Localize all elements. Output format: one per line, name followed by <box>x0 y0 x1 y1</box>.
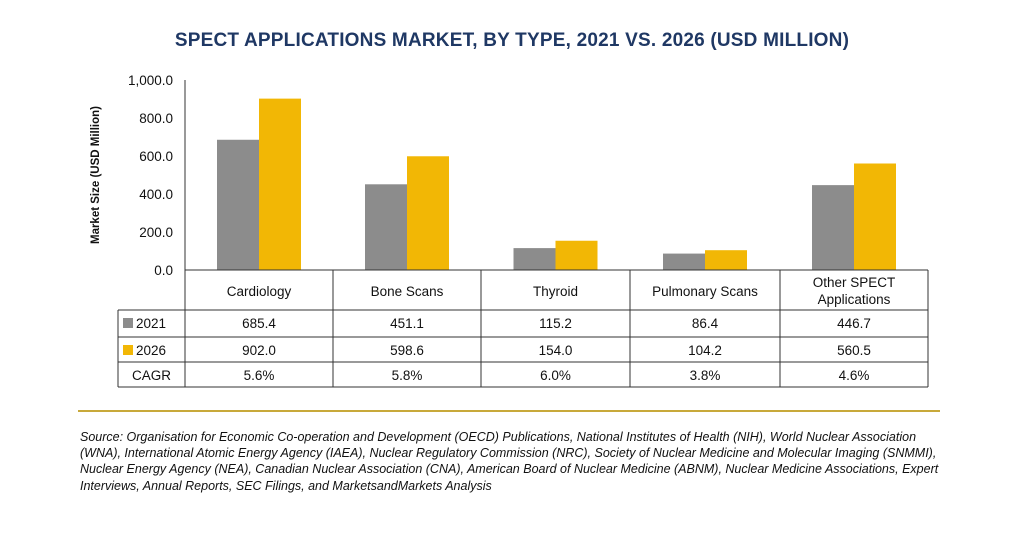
category-label: Other SPECT Applications <box>813 275 896 307</box>
bar-2021-3 <box>513 248 556 270</box>
cagr-value: 6.0% <box>540 368 571 383</box>
category-label: Cardiology <box>227 284 292 299</box>
data-label: 598.6 <box>390 343 424 358</box>
y-tick-label: 200.0 <box>139 225 173 240</box>
data-label: 902.0 <box>242 343 276 358</box>
y-tick-label: 600.0 <box>139 149 173 164</box>
bar-chart: 0.0 200.0 400.0 600.0 800.0 1,000.0 Market Siz… <box>90 73 929 388</box>
legend-label-2026: 2026 <box>136 343 166 358</box>
data-label: 446.7 <box>837 316 871 331</box>
legend-swatch-2021 <box>123 318 133 328</box>
cagr-value: 5.6% <box>244 368 275 383</box>
cagr-row-label: CAGR <box>132 368 171 383</box>
bar-2026-5 <box>854 163 896 270</box>
bar-2021-1 <box>217 139 259 270</box>
bar-2026-4 <box>705 250 747 270</box>
legend-label-2021: 2021 <box>136 316 166 331</box>
divider <box>78 410 940 412</box>
y-tick-label: 400.0 <box>139 187 173 202</box>
category-label: Thyroid <box>533 284 578 299</box>
data-label: 115.2 <box>539 316 572 331</box>
bar-2021-5 <box>812 185 854 270</box>
bar-2026-3 <box>555 240 598 270</box>
data-label: 154.0 <box>539 343 573 358</box>
bar-2021-2 <box>365 184 407 270</box>
data-label: 104.2 <box>688 343 722 358</box>
bar-2026-1 <box>259 98 301 271</box>
chart-title: SPECT APPLICATIONS MARKET, BY TYPE, 2021… <box>174 30 850 51</box>
y-tick-label: 800.0 <box>139 111 173 126</box>
bar-2021-4 <box>663 253 705 270</box>
data-label: 560.5 <box>837 343 871 358</box>
source-note: Source: Organisation for Economic Co-ope… <box>80 430 939 493</box>
data-label: 451.1 <box>390 316 424 331</box>
category-label: Bone Scans <box>371 284 444 299</box>
data-label: 86.4 <box>692 316 719 331</box>
legend-swatch-2026 <box>123 345 133 355</box>
bar-2026-2 <box>407 156 449 270</box>
cagr-value: 4.6% <box>839 368 870 383</box>
category-label: Pulmonary Scans <box>652 284 758 299</box>
cagr-value: 3.8% <box>690 368 721 383</box>
data-label: 685.4 <box>242 316 276 331</box>
y-tick-label: 0.0 <box>154 263 173 278</box>
y-tick-label: 1,000.0 <box>128 73 173 88</box>
cagr-value: 5.8% <box>392 368 423 383</box>
y-axis-label: Market Size (USD Million) <box>90 106 102 244</box>
